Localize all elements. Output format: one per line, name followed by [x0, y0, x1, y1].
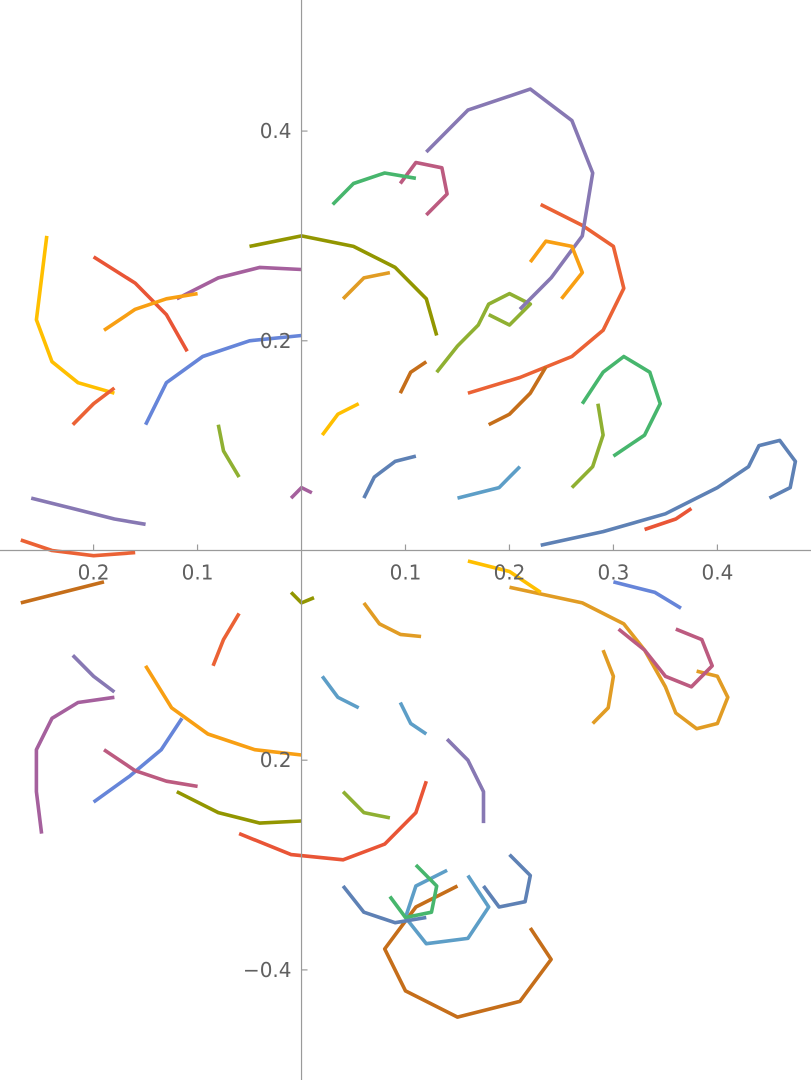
streamline-42 [612, 580, 682, 610]
streamline-40 [289, 591, 315, 605]
streamline-13 [144, 664, 302, 757]
streamline-19 [211, 612, 241, 667]
streamline-5 [425, 87, 595, 311]
streamline-43 [102, 291, 198, 332]
streamline-23 [320, 402, 360, 437]
streamline-4 [467, 202, 626, 395]
streamline-9 [34, 695, 115, 834]
streamline-15 [580, 354, 663, 458]
y-tick-label: −0.4 [243, 958, 292, 982]
streamline-21 [487, 366, 548, 427]
streamline-46 [341, 884, 427, 925]
streamline-11 [238, 780, 429, 862]
y-tick-label: 0.2 [260, 748, 292, 772]
streamline-33 [570, 403, 605, 489]
streamline-10 [249, 234, 439, 336]
streamline-28 [528, 239, 585, 300]
streamline-36 [20, 580, 105, 605]
streamline-25 [175, 790, 302, 825]
streamline-30 [388, 863, 439, 920]
streamline-6 [382, 884, 553, 1019]
streamline-48 [341, 790, 391, 820]
streamline-2 [509, 585, 730, 731]
x-tick-label: 0.3 [598, 560, 630, 584]
streamline-49 [71, 386, 116, 426]
streamline-34 [20, 538, 136, 558]
streamline-14 [617, 627, 715, 689]
streamline-37 [457, 465, 522, 500]
y-ticks: 0.4 0.2 0.2 −0.4 [243, 119, 308, 982]
streamline-16 [362, 454, 417, 499]
x-tick-label: 0.4 [702, 560, 734, 584]
streamline-45 [331, 171, 417, 206]
streamline-47 [341, 270, 391, 301]
streamline-3 [435, 291, 533, 374]
streamline-27 [92, 717, 184, 804]
streamline-50 [71, 654, 116, 694]
streamline-44 [102, 748, 198, 789]
streamline-35 [30, 496, 146, 527]
x-tick-label: 0.2 [78, 560, 110, 584]
streamline-1 [540, 438, 798, 547]
streamline-26 [92, 255, 189, 353]
streamline-41 [644, 507, 693, 532]
streamline-32 [591, 649, 616, 725]
streamline-31 [482, 853, 533, 909]
streamline-22 [320, 675, 360, 710]
streamline-51 [398, 360, 428, 394]
y-tick-label: 0.4 [260, 119, 292, 143]
x-ticks: 0.2 0.1 0.1 0.2 0.3 0.4 [78, 544, 734, 584]
streamline-24 [175, 265, 302, 301]
streamline-29 [398, 160, 449, 217]
streamline-52 [398, 701, 428, 736]
y-tick-label: 0.2 [260, 329, 292, 353]
x-tick-label: 0.1 [182, 560, 214, 584]
streamline-17 [362, 601, 422, 639]
streamline-20 [445, 737, 486, 824]
curve-layer [20, 87, 798, 1019]
streamline-12 [143, 333, 302, 426]
streamline-38 [467, 559, 542, 594]
streamline-7 [403, 868, 491, 946]
streamline-18 [216, 424, 241, 479]
x-tick-label: 0.2 [494, 560, 526, 584]
streamline-8 [34, 235, 115, 395]
x-tick-label: 0.1 [390, 560, 422, 584]
